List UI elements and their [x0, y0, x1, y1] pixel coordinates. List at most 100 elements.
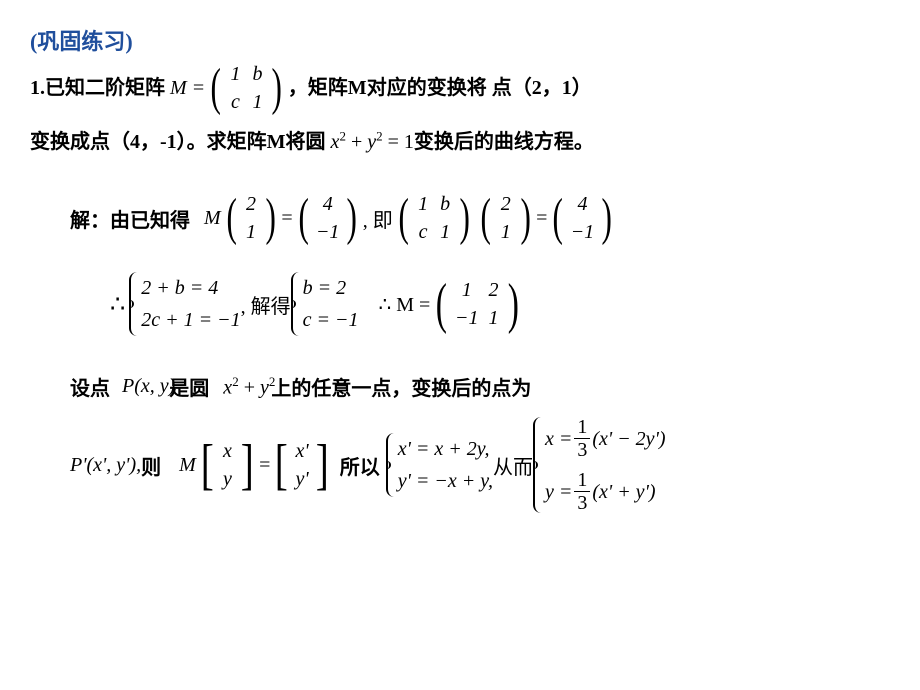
cell: b — [250, 60, 264, 88]
M: M — [204, 207, 221, 230]
var: y — [260, 376, 269, 398]
var: y — [367, 131, 376, 153]
cell: 1 — [416, 190, 430, 218]
text: 从而 — [493, 451, 533, 480]
eq-row: b = 2 — [303, 272, 359, 304]
vector-xyprime: [ x'y' ] — [272, 437, 331, 493]
title-text: (巩固练习) — [30, 24, 133, 56]
cell: y' — [295, 465, 309, 493]
solution-line-3: 设点 P(x, y) 是圆 x2 + y2 = 1 上的任意一点，变换后的点为 — [70, 372, 890, 401]
text: 所以 — [340, 451, 380, 480]
cell: x' — [295, 437, 309, 465]
op: = 1 — [383, 131, 414, 153]
cell: c — [228, 88, 242, 116]
den: 3 — [577, 439, 587, 460]
M: M — [179, 454, 196, 477]
eq-row: 2 + b = 4 — [141, 272, 240, 304]
system-inverse: x = 13 (x' − 2y') y = 13 (x' + y') — [533, 417, 666, 513]
matrix-M-result: ( 1−1 21 ) — [432, 276, 523, 332]
solution-line-4: P'(x', y'), 则 M [ xy ] = [ x'y' ] 所以 x' … — [70, 417, 890, 513]
brace-icon — [291, 272, 299, 336]
fraction: 13 — [574, 417, 590, 460]
problem-line-2: 变换成点（4，-1）。求矩阵M将圆 x2 + y2 = 1 变换后的曲线方程。 — [30, 120, 890, 164]
circle-equation-2: x2 + y2 = 1 — [223, 374, 275, 400]
paren-left: ( — [211, 62, 221, 114]
therefore-M: ∴ M = — [379, 292, 431, 317]
circle-equation: x2 + y2 = 1 — [331, 120, 414, 164]
cell: 1 — [499, 218, 513, 246]
num: 1 — [574, 417, 590, 439]
cell: y — [220, 465, 234, 493]
system-transform: x' = x + 2y, y' = −x + y, — [386, 433, 493, 497]
eq-row: y' = −x + y, — [398, 465, 493, 497]
var: x — [223, 376, 232, 398]
cell: 1 — [228, 60, 242, 88]
cell: 1 — [460, 276, 474, 304]
pre: y = — [545, 482, 572, 502]
equals: = — [281, 207, 292, 230]
cell: −1 — [455, 304, 479, 332]
text: 是圆 — [169, 372, 209, 401]
post: (x' + y') — [592, 482, 655, 502]
solution-line-2: ∴ 2 + b = 4 2c + 1 = −1 , 解得 b = 2 c = −… — [110, 272, 890, 336]
eq-row: 2c + 1 = −1 — [141, 304, 240, 336]
vector-4m1: ( 4−1 ) — [295, 190, 361, 246]
equals: = — [259, 454, 270, 477]
vector-21b: ( 21 ) — [477, 190, 534, 246]
M-equals: M = — [170, 66, 205, 110]
cell: 1 — [250, 88, 264, 116]
brace-icon — [533, 417, 541, 513]
cell: 1 — [486, 304, 500, 332]
problem-number: 1. — [30, 66, 45, 110]
section-title: (巩固练习) — [30, 24, 890, 56]
point-P: P(x, y) — [122, 375, 175, 398]
system-1: 2 + b = 4 2c + 1 = −1 — [129, 272, 240, 336]
text: 变换后的曲线方程。 — [414, 120, 594, 164]
vector-4m1b: ( 4−1 ) — [549, 190, 615, 246]
paren-right: ) — [272, 62, 282, 114]
vector-xy: [ xy ] — [198, 437, 257, 493]
matrix-M: ( 1c b1 ) — [207, 60, 286, 116]
eq-row: x = 13 (x' − 2y') — [545, 417, 666, 460]
cell: 2 — [499, 190, 513, 218]
post: (x' − 2y') — [592, 429, 665, 449]
eq-row: c = −1 — [303, 304, 359, 336]
system-2: b = 2 c = −1 — [291, 272, 359, 336]
text: 上的任意一点，变换后的点为 — [271, 372, 531, 401]
cell: b — [438, 190, 452, 218]
text: 已知二阶矩阵 — [45, 66, 165, 110]
cell: c — [416, 218, 430, 246]
equals: = — [536, 207, 547, 230]
eq-row: x' = x + 2y, — [398, 433, 493, 465]
op: + — [239, 376, 260, 398]
matrix-A: ( 1c b1 ) — [395, 190, 474, 246]
therefore: ∴ — [110, 290, 125, 319]
cell: 4 — [575, 190, 589, 218]
text: 设点 — [70, 372, 110, 401]
sep-text: , 解得 — [241, 290, 291, 319]
problem-line-1: 1. 已知二阶矩阵 M = ( 1c b1 ) ，矩阵M对应的变换将 点（2，1… — [30, 60, 890, 116]
den: 3 — [577, 492, 587, 513]
num: 1 — [574, 470, 590, 492]
point-Pprime: P'(x', y'), — [70, 454, 141, 477]
text: 变换成点（4，-1）。求矩阵M将圆 — [30, 120, 326, 164]
cell: x — [220, 437, 234, 465]
cell: 1 — [438, 218, 452, 246]
vector-21: ( 21 ) — [223, 190, 280, 246]
brace-icon — [386, 433, 394, 497]
solution-line-1: 解：由已知得 M ( 21 ) = ( 4−1 ) , 即 ( 1c b1 ) … — [70, 190, 890, 246]
text: 则 — [141, 451, 161, 480]
cell: −1 — [316, 218, 340, 246]
cell: 2 — [486, 276, 500, 304]
brace-icon — [129, 272, 137, 336]
op: + — [346, 131, 367, 153]
cell: 4 — [321, 190, 335, 218]
pre: x = — [545, 429, 572, 449]
eq-row: y = 13 (x' + y') — [545, 470, 666, 513]
cell: −1 — [571, 218, 595, 246]
text: ，矩阵M对应的变换将 点（2，1） — [288, 66, 592, 110]
solution-lead: 解：由已知得 — [70, 204, 190, 233]
cell: 2 — [244, 190, 258, 218]
fraction: 13 — [574, 470, 590, 513]
cell: 1 — [244, 218, 258, 246]
